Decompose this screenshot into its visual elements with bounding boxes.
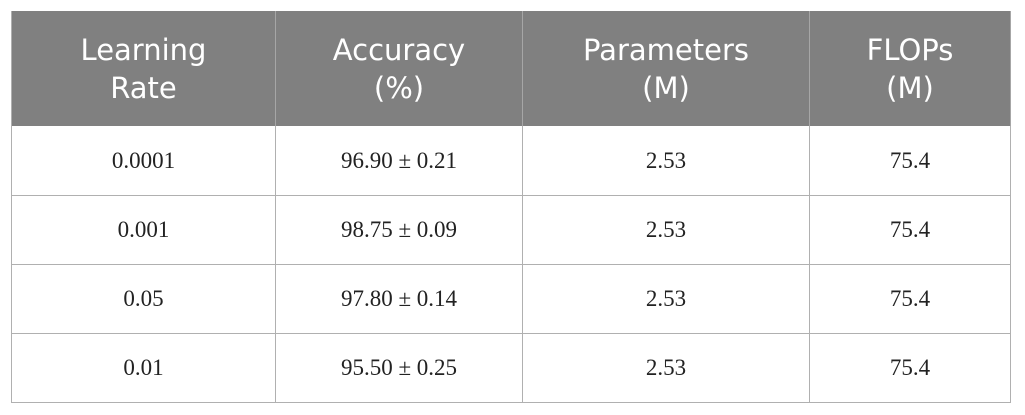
table-cell: 0.0001 xyxy=(11,126,276,196)
header-text: Parameters xyxy=(583,32,749,67)
header-text: Rate xyxy=(110,70,177,105)
table-cell: 0.001 xyxy=(11,196,276,265)
table-cell: 0.01 xyxy=(11,334,276,403)
table-cell: 97.80 ± 0.14 xyxy=(276,265,523,334)
table-cell: 75.4 xyxy=(810,126,1011,196)
header-text: (M) xyxy=(886,70,934,105)
header-cell: Parameters (M) xyxy=(523,11,810,126)
table-cell: 2.53 xyxy=(523,196,810,265)
table-cell: 0.05 xyxy=(11,265,276,334)
table-cell: 75.4 xyxy=(810,265,1011,334)
table-cell: 75.4 xyxy=(810,334,1011,403)
header-cell: Learning Rate xyxy=(11,11,276,126)
table-cell: 95.50 ± 0.25 xyxy=(276,334,523,403)
header-text: Accuracy xyxy=(332,32,466,67)
header-text: (%) xyxy=(373,70,425,105)
header-cell: FLOPs (M) xyxy=(810,11,1011,126)
header-text: (M) xyxy=(642,70,690,105)
header-text: Learning xyxy=(80,32,207,67)
table-cell: 75.4 xyxy=(810,196,1011,265)
header-cell: Accuracy (%) xyxy=(276,11,523,126)
table-cell: 2.53 xyxy=(523,265,810,334)
table-cell: 96.90 ± 0.21 xyxy=(276,126,523,196)
header-text: FLOPs xyxy=(866,32,954,67)
table-cell: 2.53 xyxy=(523,126,810,196)
table-cell: 2.53 xyxy=(523,334,810,403)
table-cell: 98.75 ± 0.09 xyxy=(276,196,523,265)
